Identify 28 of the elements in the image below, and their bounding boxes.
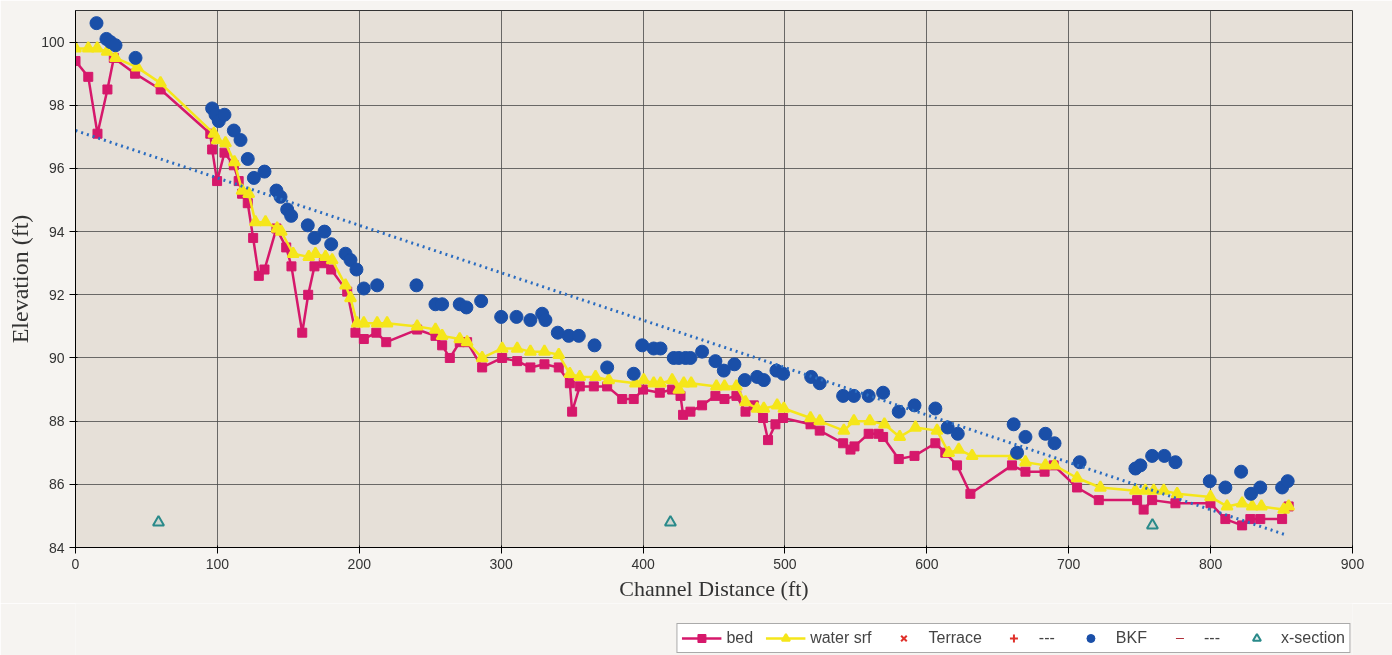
y-tick-label: 90 [48,349,65,366]
x-tick-label: 800 [1198,555,1223,572]
x-tick-label: 200 [347,555,372,572]
x-tick-label: 0 [71,555,80,572]
x-axis-title: Channel Distance (ft) [619,575,809,601]
x-tick-label: 900 [1340,555,1365,572]
legend-label: x-section [1280,629,1345,647]
legend-label: BKF [1115,629,1147,647]
legend-label: Terrace [928,629,982,647]
x-tick-label: 600 [915,555,939,572]
y-tick-label: 96 [48,160,65,177]
y-axis-title: Elevation (ft) [7,214,34,344]
y-tick-label: 84 [48,539,65,556]
y-tick-label: 98 [48,97,65,114]
y-tick-label: 88 [48,413,65,430]
legend-label: bed [726,629,754,647]
x-tick-label: 400 [631,555,655,572]
x-tick-label: 700 [1057,555,1081,572]
x-tick-label: 100 [205,555,230,572]
legend-label: --- [1038,629,1056,647]
x-tick-label: 300 [489,555,514,572]
legend-label: --- [1203,629,1221,647]
legend-label: water srf [810,629,872,647]
y-tick-label: 86 [48,476,65,493]
y-tick-label: 92 [48,286,65,303]
y-tick-label: 94 [48,223,65,240]
y-tick-label: 100 [41,34,65,51]
x-tick-label: 500 [773,555,797,572]
